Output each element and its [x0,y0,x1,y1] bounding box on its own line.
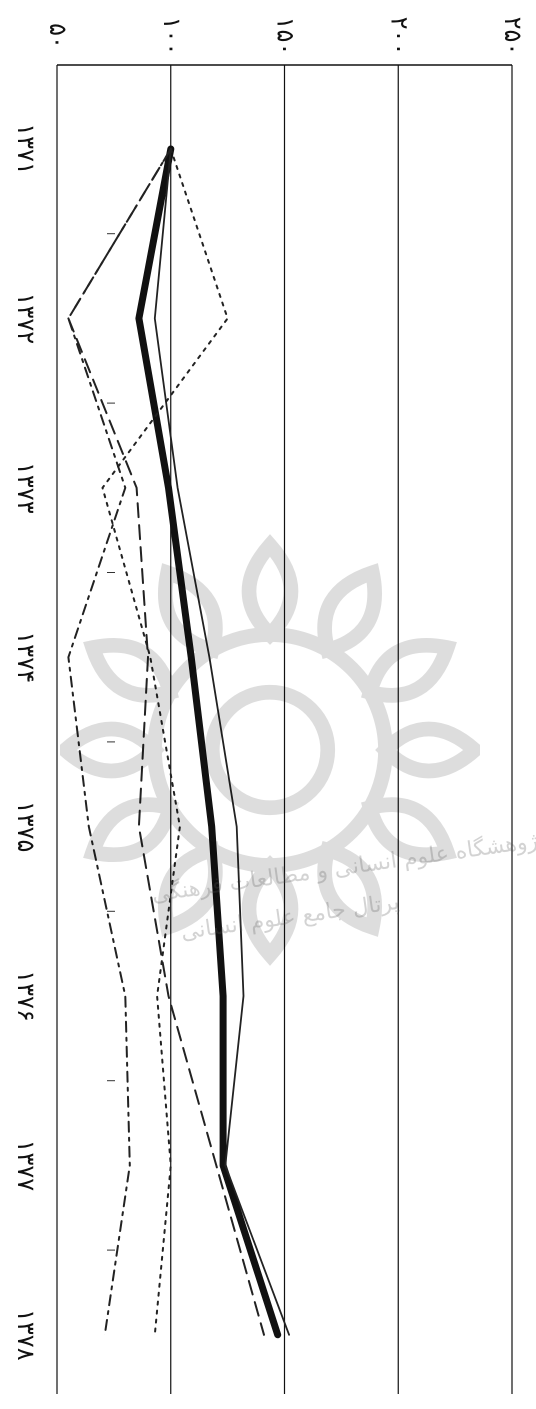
value-tick-label: ۱۵۰ [272,17,300,56]
grid [56,65,513,1394]
category-tick-label: ۱۳۷۸ [12,1309,40,1361]
series-line-long-dash [67,148,265,1336]
category-tick-label: ۱۳۷۷ [12,1140,40,1192]
category-tick-label: ۱۳۷۵ [12,801,40,853]
value-tick-label: ۱۰۰ [158,17,186,56]
value-tick-label: ۲۰۰ [385,17,413,56]
category-tick-label: ۱۳۷۲ [12,293,40,345]
category-tick-labels: ۱۳۷۱ ۱۳۷۲ ۱۳۷۳ ۱۳۷۴ ۱۳۷۵ ۱۳۷۶ ۱۳۷۷ ۱۳۷۸ [12,123,40,1360]
value-tick-label: ۲۵۰ [499,17,527,56]
series-line-thick-solid [135,145,282,1339]
value-tick-labels: ۵۰ ۱۰۰ ۱۵۰ ۲۰۰ ۲۵۰ [44,17,527,56]
category-tick-label: ۱۳۷۶ [12,970,40,1022]
category-tick-label: ۱۳۷۱ [12,123,40,175]
category-tick-label: ۱۳۷۴ [12,631,40,683]
series-line-dotted [101,148,229,1336]
series-lines [67,145,291,1339]
value-tick-label: ۵۰ [44,23,72,49]
axes [57,64,512,1251]
category-tick-label: ۱۳۷۳ [12,462,40,514]
series-line-dash-dot [67,148,172,1336]
series-line-thin-solid [153,148,291,1336]
